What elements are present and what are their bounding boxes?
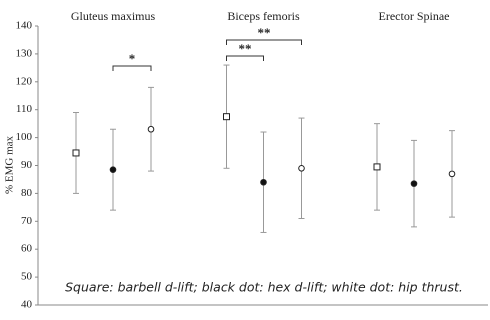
significance-label: ** (258, 25, 271, 40)
marker (260, 178, 267, 186)
y-tick-label: 120 (16, 75, 33, 87)
y-tick-label: 110 (16, 103, 33, 115)
category-label: Gluteus maximus (71, 9, 156, 23)
marker (373, 163, 381, 171)
note: Square: barbell d-lift; black dot: hex d… (65, 280, 463, 295)
marker (448, 170, 456, 178)
significance-bracket (112, 65, 152, 71)
y-tick-label: 100 (16, 131, 33, 143)
significance-bracket (226, 39, 302, 45)
y-tick-label: 140 (16, 20, 33, 32)
marker (410, 180, 418, 187)
marker (72, 149, 80, 157)
marker (147, 125, 155, 133)
significance-label: ** (239, 41, 252, 56)
category-label: Erector Spinae (379, 9, 450, 23)
y-tick-label: 70 (21, 215, 33, 227)
y-tick-label: 60 (21, 243, 33, 255)
marker (109, 166, 117, 173)
y-tick-label: 130 (16, 47, 33, 59)
significance-label: * (129, 51, 136, 66)
y-tick-label: 40 (21, 299, 33, 311)
category-label: Biceps femoris (227, 9, 300, 23)
marker (298, 164, 305, 172)
y-tick-label: 90 (21, 159, 33, 171)
y-axis-label: % EMG max (4, 135, 16, 194)
y-tick-label: 80 (21, 187, 33, 199)
marker (223, 113, 230, 121)
significance-bracket (226, 55, 264, 61)
y-tick-label: 50 (21, 271, 33, 283)
